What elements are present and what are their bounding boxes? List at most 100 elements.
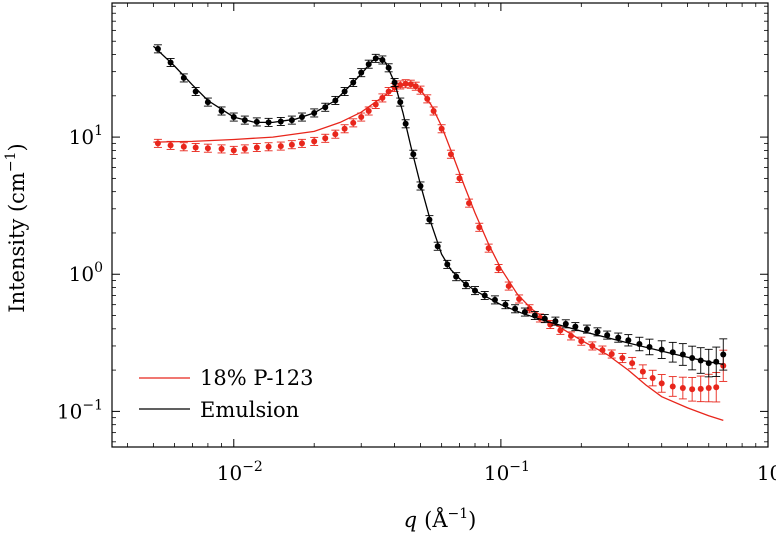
data-point bbox=[332, 131, 339, 138]
data-point bbox=[204, 99, 211, 106]
fit-line-p123 bbox=[153, 83, 724, 422]
data-point bbox=[365, 61, 372, 68]
data-point bbox=[385, 88, 392, 95]
data-point bbox=[679, 385, 686, 392]
data-point bbox=[669, 383, 676, 390]
data-point bbox=[495, 265, 502, 272]
data-point bbox=[154, 140, 161, 147]
data-point bbox=[589, 342, 596, 349]
data-point bbox=[288, 141, 295, 148]
data-point bbox=[407, 81, 414, 88]
x-tick-label: 100 bbox=[757, 459, 776, 485]
data-point bbox=[358, 114, 365, 121]
data-point bbox=[192, 88, 199, 95]
y-axis-label: Intensity (cm−1) bbox=[3, 143, 29, 312]
data-point bbox=[615, 334, 622, 341]
data-point bbox=[434, 243, 441, 250]
data-point bbox=[599, 347, 606, 354]
data-point bbox=[167, 59, 174, 66]
data-point bbox=[531, 312, 538, 319]
legend-label-p123: 18% P-123 bbox=[200, 366, 314, 390]
data-point bbox=[350, 79, 357, 86]
data-point bbox=[444, 261, 451, 268]
data-point bbox=[447, 151, 454, 158]
data-point bbox=[491, 296, 498, 303]
data-point bbox=[230, 147, 237, 154]
y-tick-label: 100 bbox=[69, 260, 103, 286]
data-point bbox=[636, 341, 643, 348]
data-point bbox=[720, 351, 727, 358]
data-point bbox=[350, 119, 357, 126]
data-point bbox=[180, 143, 187, 150]
data-point bbox=[629, 360, 636, 367]
data-point bbox=[679, 351, 686, 358]
data-point bbox=[397, 99, 404, 106]
data-point bbox=[466, 200, 473, 207]
data-point bbox=[516, 295, 523, 302]
data-point bbox=[322, 135, 329, 142]
data-point bbox=[424, 95, 431, 102]
data-point bbox=[341, 88, 348, 95]
data-point bbox=[658, 380, 665, 387]
data-point bbox=[358, 69, 365, 76]
data-point bbox=[481, 292, 488, 299]
data-point bbox=[541, 315, 548, 322]
series-layer bbox=[152, 44, 728, 422]
data-point bbox=[512, 305, 519, 312]
data-point bbox=[218, 145, 225, 152]
data-point bbox=[298, 140, 305, 147]
data-point bbox=[658, 346, 665, 353]
data-point bbox=[578, 338, 585, 345]
data-point bbox=[705, 385, 712, 392]
data-point bbox=[372, 55, 379, 62]
data-point bbox=[567, 332, 574, 339]
data-point bbox=[594, 328, 601, 335]
data-point bbox=[391, 79, 398, 86]
data-point bbox=[288, 117, 295, 124]
data-point bbox=[426, 216, 433, 223]
data-point bbox=[438, 125, 445, 132]
data-point bbox=[619, 355, 626, 362]
y-tick-label: 10−1 bbox=[57, 397, 103, 423]
data-point bbox=[379, 94, 386, 101]
data-point bbox=[265, 119, 272, 126]
data-point bbox=[365, 107, 372, 114]
data-point bbox=[502, 301, 509, 308]
x-tick-label: 10−2 bbox=[217, 459, 263, 485]
data-point bbox=[180, 74, 187, 81]
data-point bbox=[583, 326, 590, 333]
fit-line-emulsion bbox=[152, 45, 724, 366]
data-point bbox=[402, 80, 409, 87]
data-point bbox=[241, 117, 248, 124]
data-point bbox=[456, 175, 463, 182]
data-point bbox=[277, 118, 284, 125]
data-point bbox=[372, 101, 379, 108]
data-point bbox=[417, 182, 424, 189]
data-point bbox=[230, 114, 237, 121]
x-axis-label: q (Å−1) bbox=[404, 506, 477, 532]
data-point bbox=[485, 245, 492, 252]
y-tick-label: 101 bbox=[69, 123, 103, 149]
series-p123 bbox=[153, 79, 728, 422]
minor-ticks bbox=[112, 3, 768, 447]
data-point bbox=[402, 120, 409, 127]
data-point bbox=[552, 318, 559, 325]
data-point bbox=[505, 283, 512, 290]
data-point bbox=[218, 107, 225, 114]
data-point bbox=[397, 81, 404, 88]
data-point bbox=[557, 327, 564, 334]
data-point bbox=[689, 386, 696, 393]
data-point bbox=[311, 138, 318, 145]
legend-label-emulsion: Emulsion bbox=[200, 398, 299, 422]
data-point bbox=[572, 323, 579, 330]
data-point bbox=[241, 145, 248, 152]
data-point bbox=[167, 142, 174, 149]
data-point bbox=[476, 224, 483, 231]
data-point bbox=[341, 125, 348, 132]
data-point bbox=[625, 337, 632, 344]
data-point bbox=[265, 143, 272, 150]
data-point bbox=[521, 309, 528, 316]
data-point bbox=[649, 375, 656, 382]
data-point bbox=[311, 109, 318, 116]
